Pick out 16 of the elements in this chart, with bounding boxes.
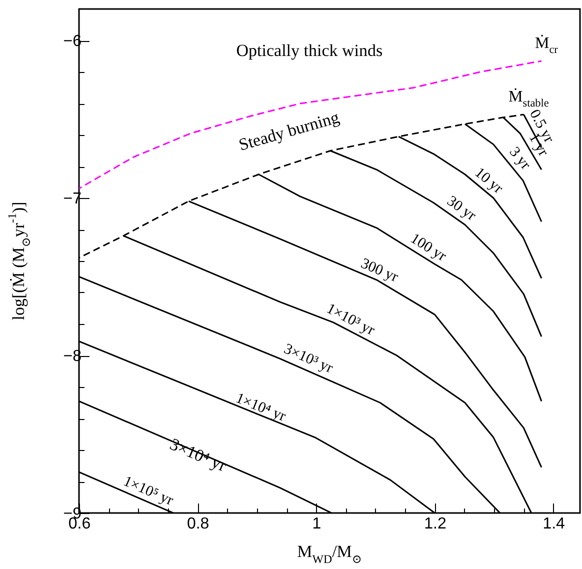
series-label: Ṁ$_{cr}$ [534, 34, 558, 56]
series-label: Ṁ$_{stable}$ [508, 87, 549, 110]
annotation: 1×10⁵ yr [120, 474, 176, 510]
annotation: 100 yr [407, 231, 449, 266]
x-tick-label: 0.8 [186, 516, 210, 532]
annotation: 1×10⁴ yr [233, 390, 288, 426]
annotation: 3 yr [506, 144, 533, 174]
annotation: 300 yr [358, 256, 400, 286]
x-tick-label: 1.2 [424, 516, 446, 532]
x-tick-label: 1.4 [542, 516, 566, 532]
x-tick-label: 1 [312, 516, 322, 532]
annotation: Optically thick winds [236, 40, 383, 60]
annotation: Steady burning [236, 107, 342, 154]
x-axis-title: M$_{WD}$/M$_{⊙}$ [297, 542, 362, 566]
annotation: 3×10³ yr [281, 342, 336, 378]
annotation: 1×10³ yr [324, 301, 377, 340]
